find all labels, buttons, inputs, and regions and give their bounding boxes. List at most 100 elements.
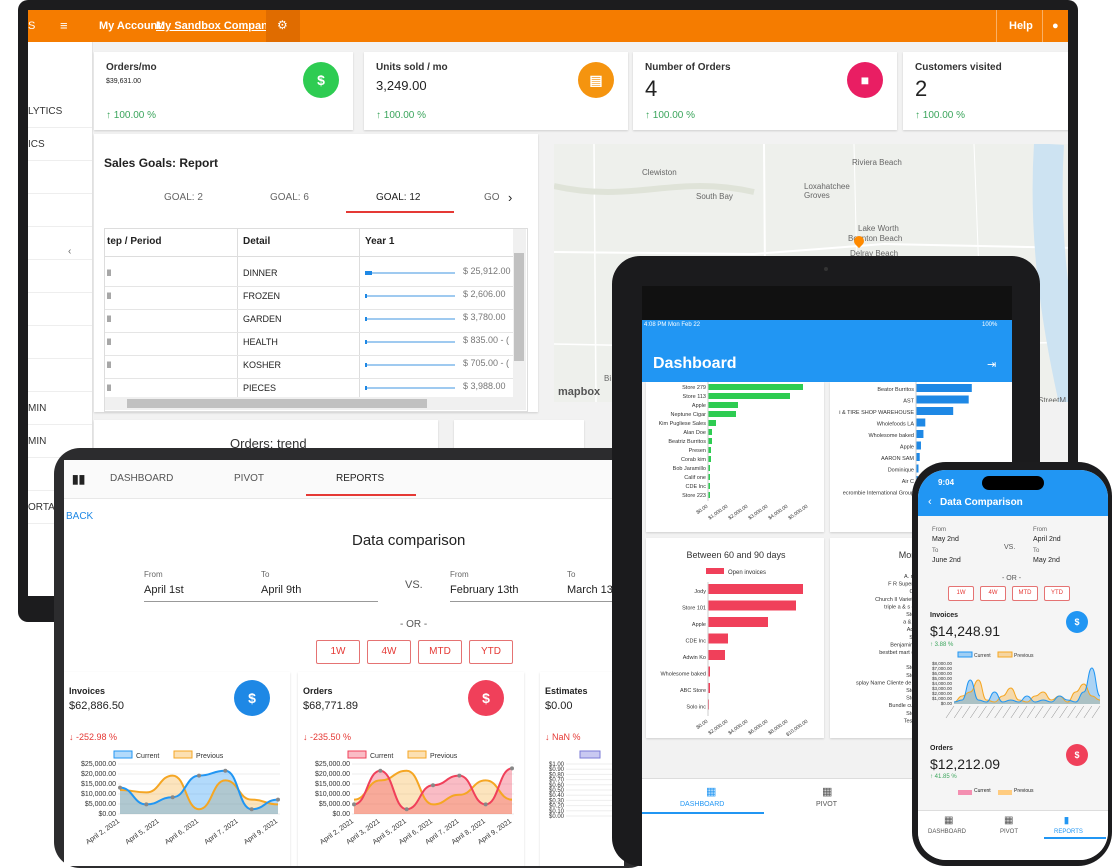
quick-range-4w[interactable]: 4W — [367, 640, 411, 664]
bar[interactable] — [708, 465, 710, 471]
sidebar-item[interactable] — [28, 292, 92, 326]
goal-tab[interactable]: GO — [484, 192, 500, 203]
bar[interactable] — [708, 633, 728, 644]
table-row[interactable]: ll GARDEN $ 3,780.00 — [105, 309, 513, 333]
table-icon[interactable]: ▦ — [1004, 815, 1014, 826]
data-point[interactable] — [483, 802, 488, 807]
sidebar-item[interactable] — [28, 358, 92, 392]
bar[interactable] — [708, 447, 711, 453]
bar[interactable] — [708, 666, 710, 677]
data-point[interactable] — [170, 795, 175, 800]
bar[interactable] — [916, 464, 919, 473]
goal-tab[interactable]: GOAL: 12 — [376, 192, 421, 203]
chevron-left-icon[interactable]: ‹ — [68, 246, 72, 257]
bar[interactable] — [708, 438, 712, 444]
table-row[interactable]: ll HEALTH $ 835.00 - ( — [105, 332, 513, 356]
data-point[interactable] — [457, 773, 462, 778]
sidebar-item[interactable] — [28, 259, 92, 293]
bar[interactable] — [708, 492, 710, 498]
table-row[interactable]: ll FROZEN $ 2,606.00 — [105, 286, 513, 310]
goal-tab[interactable]: GOAL: 2 — [164, 192, 203, 203]
settings-button[interactable]: ⚙ — [266, 10, 300, 42]
goal-tab[interactable]: GOAL: 6 — [270, 192, 309, 203]
tab-dashboard[interactable]: DASHBOARD — [110, 473, 174, 484]
column-header[interactable]: tep / Period — [107, 236, 162, 247]
quick-range-mtd[interactable]: MTD — [418, 640, 462, 664]
data-point[interactable] — [510, 766, 514, 771]
quick-range-mtd[interactable]: MTD — [1012, 586, 1038, 601]
scrollbar-thumb[interactable] — [127, 399, 427, 408]
sidebar-item[interactable] — [28, 226, 92, 260]
bar[interactable] — [916, 418, 926, 427]
dashboard-icon[interactable]: ▦ — [706, 786, 717, 798]
company-link[interactable]: My Sandbox Company — [156, 20, 274, 32]
table-icon[interactable]: ▦ — [822, 786, 833, 798]
bar[interactable] — [916, 453, 920, 461]
bar[interactable] — [916, 430, 924, 438]
from-date-field[interactable]: May 2nd — [932, 536, 959, 543]
bar[interactable] — [708, 474, 710, 480]
chevron-right-icon[interactable]: › — [508, 190, 513, 205]
logout-icon[interactable]: ⇥ — [987, 359, 997, 371]
data-point[interactable] — [276, 797, 280, 802]
tab-pivot[interactable]: PIVOT — [234, 473, 265, 484]
bar[interactable] — [708, 483, 710, 489]
vertical-scrollbar[interactable] — [513, 229, 526, 397]
bar[interactable] — [708, 584, 803, 594]
nav-pivot[interactable]: PIVOT — [1000, 829, 1019, 835]
sidebar-item[interactable]: MIN — [28, 391, 92, 425]
bar[interactable] — [708, 600, 796, 611]
bar[interactable] — [708, 429, 712, 435]
horizontal-scrollbar[interactable] — [105, 397, 526, 410]
data-point[interactable] — [197, 773, 201, 778]
bar[interactable] — [708, 420, 716, 426]
column-header[interactable]: Year 1 — [365, 236, 395, 247]
bar[interactable] — [916, 395, 969, 404]
nav-pivot[interactable]: PIVOT — [816, 801, 838, 808]
sidebar-item[interactable]: ICS — [28, 127, 92, 161]
data-point[interactable] — [249, 807, 254, 812]
sidebar-item[interactable] — [28, 160, 92, 194]
bar[interactable] — [708, 617, 768, 627]
dashboard-icon[interactable]: ▦ — [944, 815, 954, 826]
bar[interactable] — [708, 456, 711, 462]
quick-range-4w[interactable]: 4W — [980, 586, 1006, 601]
data-point[interactable] — [144, 802, 149, 807]
to-date-field[interactable]: June 2nd — [932, 557, 961, 564]
quick-range-1w[interactable]: 1W — [316, 640, 360, 664]
bar[interactable] — [916, 384, 972, 392]
compare-from-date-field[interactable]: April 2nd — [1033, 536, 1061, 543]
sidebar-item[interactable] — [28, 193, 92, 227]
data-point[interactable] — [352, 802, 356, 807]
help-link[interactable]: Help — [1009, 20, 1033, 32]
bar[interactable] — [916, 441, 921, 450]
compare-from-date-field[interactable]: February 13th — [450, 584, 519, 596]
tab-reports[interactable]: REPORTS — [336, 473, 385, 484]
scrollbar-thumb[interactable] — [514, 253, 524, 361]
data-point[interactable] — [223, 768, 228, 773]
data-point[interactable] — [431, 783, 435, 788]
quick-range-ytd[interactable]: YTD — [469, 640, 513, 664]
bar[interactable] — [708, 402, 738, 408]
from-date-field[interactable]: April 1st — [144, 584, 184, 596]
bar[interactable] — [708, 683, 710, 693]
sidebar-item[interactable]: LYTICS — [28, 94, 92, 128]
nav-dashboard[interactable]: DASHBOARD — [928, 829, 967, 835]
bar[interactable] — [708, 384, 803, 390]
chart-icon[interactable]: ▮ — [1064, 815, 1069, 825]
table-row[interactable]: ll KOSHER $ 705.00 - ( — [105, 355, 513, 379]
data-point[interactable] — [118, 785, 122, 790]
bar[interactable] — [916, 407, 954, 415]
column-header[interactable]: Detail — [243, 236, 271, 247]
bar[interactable] — [708, 411, 736, 417]
sidebar-item[interactable] — [28, 325, 92, 359]
bar[interactable] — [708, 650, 725, 660]
nav-dashboard[interactable]: DASHBOARD — [680, 801, 725, 808]
quick-range-ytd[interactable]: YTD — [1044, 586, 1070, 601]
table-row[interactable]: ll DINNER $ 25,912.00 — [105, 263, 513, 287]
nav-reports[interactable]: REPORTS — [1054, 829, 1083, 835]
hamburger-icon[interactable]: ≡ — [60, 18, 68, 33]
compare-to-date-field[interactable]: March 13 — [567, 584, 613, 596]
user-icon[interactable]: ● — [1052, 20, 1059, 32]
quick-range-1w[interactable]: 1W — [948, 586, 974, 601]
